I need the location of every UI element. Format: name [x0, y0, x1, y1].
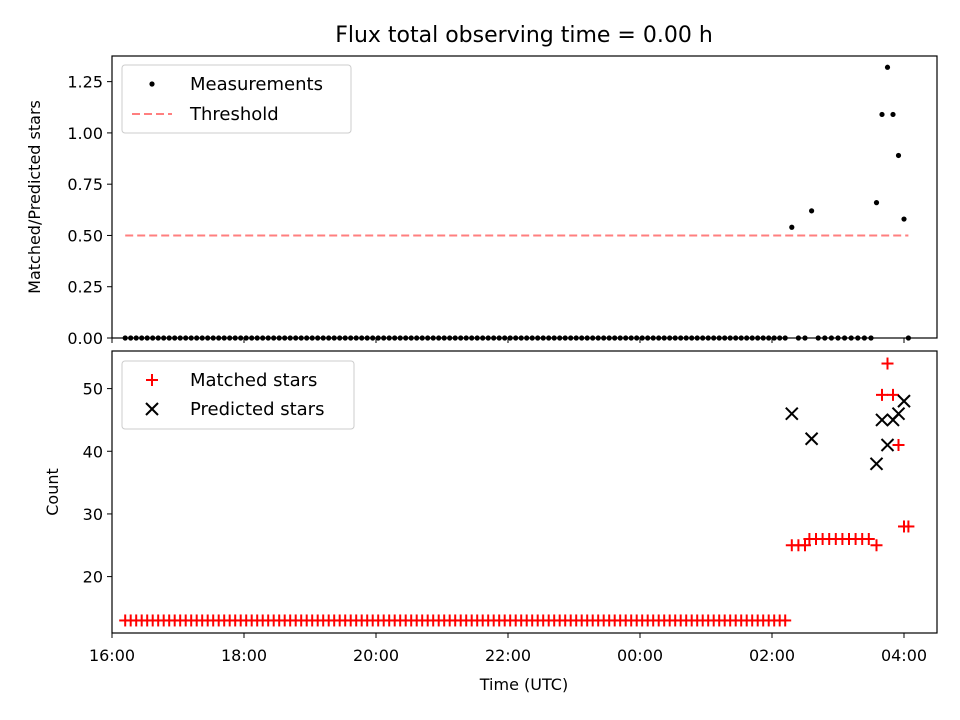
measurement-point — [901, 216, 907, 222]
predicted-star-point — [875, 413, 889, 427]
measurement-point — [895, 152, 902, 159]
measurement-point — [890, 111, 896, 118]
predicted-star-stroke — [804, 432, 819, 446]
predicted-star-point — [891, 406, 906, 421]
matched-star-point — [892, 439, 905, 451]
x-tick-label: 18:00 — [221, 646, 267, 665]
predicted-star-stroke — [869, 457, 884, 471]
matched-star-point — [779, 614, 792, 627]
bottom-y-ticks: 20 30 40 50 — [83, 380, 112, 587]
legend-predicted-label: Predicted stars — [190, 399, 324, 420]
top-plot-frame — [111, 55, 938, 339]
x-tick-label: 22:00 — [485, 646, 531, 665]
x-axis-title: Time (UTC) — [479, 675, 568, 694]
x-tick-label: 20:00 — [353, 646, 399, 665]
top-y-ticks: 0.00 0.25 0.50 0.75 1.00 1.25 — [67, 73, 112, 348]
matched-star-point — [870, 539, 883, 552]
matched-star-point — [902, 520, 915, 533]
legend-measurements-marker — [149, 81, 155, 87]
bottom-plot: 20 30 40 50 16:00 18:00 20:00 22:00 00:00 02:00 0… — [43, 350, 938, 694]
top-y-axis-title: Matched/Predicted stars — [25, 100, 44, 294]
legend-predicted-marker — [145, 402, 159, 416]
measurement-point — [789, 224, 795, 230]
legend-measurements-label: Measurements — [190, 74, 323, 95]
top-y-tick-label: 0.50 — [67, 226, 103, 245]
x-tick-label: 02:00 — [749, 646, 795, 665]
top-legend: Measurements Threshold — [121, 64, 352, 134]
matched-star-point — [799, 539, 811, 552]
matched-star-point — [876, 388, 888, 401]
bottom-y-tick-label: 30 — [83, 505, 103, 524]
bottom-x-ticks: 16:00 18:00 20:00 22:00 00:00 02:00 04:00 — [89, 633, 927, 665]
x-tick-label: 16:00 — [89, 646, 135, 665]
bottom-y-axis-title: Count — [43, 468, 62, 516]
measurement-point — [884, 64, 891, 70]
legend-matched-label: Matched stars — [190, 370, 317, 391]
measurement-point — [873, 200, 880, 206]
predicted-star-point — [869, 457, 884, 471]
predicted-star-stroke — [785, 406, 799, 421]
predicted-star-stroke — [880, 438, 895, 452]
matched-star-point — [862, 533, 875, 545]
top-y-tick-label: 0.25 — [67, 278, 103, 297]
legend-matched-marker — [146, 374, 158, 386]
predicted-star-point — [785, 406, 799, 421]
x-tick-label: 04:00 — [881, 646, 927, 665]
predicted-star-stroke — [891, 406, 906, 421]
top-y-tick-label: 0.00 — [67, 329, 103, 348]
bottom-legend-box — [121, 360, 355, 430]
matched-star-point — [881, 357, 894, 370]
bottom-y-tick-label: 40 — [83, 442, 103, 461]
predicted-star-stroke — [897, 394, 911, 408]
chart-title: Flux total observing time = 0.00 h — [335, 23, 713, 48]
x-tick-label: 00:00 — [617, 646, 663, 665]
bottom-legend: Matched stars Predicted stars — [121, 360, 355, 430]
top-x-ticks — [111, 338, 905, 343]
bottom-y-tick-label: 20 — [83, 568, 103, 587]
predicted-star-point — [804, 432, 819, 446]
predicted-star-stroke — [875, 413, 889, 427]
top-y-tick-label: 1.00 — [67, 124, 103, 143]
legend-threshold-label: Threshold — [189, 104, 279, 125]
measurement-point — [809, 208, 815, 214]
top-legend-box — [121, 64, 352, 134]
top-plot: 0.00 0.25 0.50 0.75 1.00 1.25 Matched/Predict… — [25, 55, 938, 348]
bottom-plot-frame — [111, 350, 938, 634]
predicted-star-point — [880, 438, 895, 452]
top-y-tick-label: 1.25 — [67, 73, 103, 92]
measurement-point — [879, 111, 885, 118]
top-y-tick-label: 0.75 — [67, 175, 103, 194]
matched-star-point — [887, 388, 899, 401]
predicted-star-point — [897, 394, 911, 408]
count-points-layer — [119, 357, 915, 627]
bottom-y-tick-label: 50 — [83, 380, 103, 399]
